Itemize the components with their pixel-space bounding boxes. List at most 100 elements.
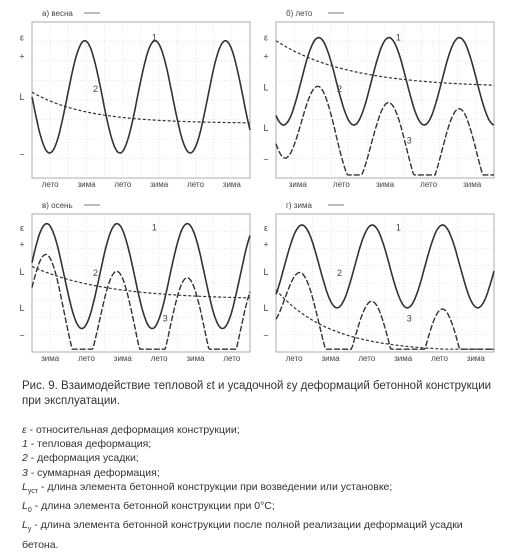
- panel: а) весна ε + L − лето зима лето зима лето зима 1 2: [19, 9, 251, 189]
- y-label: ε: [20, 33, 24, 43]
- x-label: зима: [114, 354, 133, 363]
- legend-text: - суммарная деформация;: [27, 466, 160, 479]
- panel: в) осень ε + L L − зима лето зима лето зима лето 1 2 3: [19, 201, 251, 363]
- y-label: +: [263, 51, 268, 61]
- legend-symbol: 2: [22, 452, 28, 465]
- x-label: зима: [376, 180, 395, 189]
- curve-shrinkage: [275, 40, 494, 86]
- y-label: L: [19, 303, 24, 313]
- x-label: лето: [78, 354, 95, 363]
- y-label: ε: [264, 33, 268, 43]
- legend-item: Lу - длина элемента бетонной конструкции…: [22, 518, 492, 552]
- curve-label: 2: [337, 84, 342, 94]
- curve-label: 1: [152, 223, 157, 233]
- panel-title: в) осень: [42, 201, 73, 210]
- legend-symbol: 3: [22, 466, 28, 479]
- legend-text: - длина элемента бетонной конструкции по…: [22, 519, 463, 551]
- y-label: +: [263, 239, 268, 249]
- legend-item: 2 - деформация усадки;: [22, 451, 492, 465]
- curve-thermal: [275, 36, 495, 126]
- legend: ε - относительная деформация конструкции…: [22, 423, 492, 552]
- legend-symbol: ε: [22, 424, 27, 436]
- y-label: −: [263, 154, 268, 164]
- x-label: лето: [151, 354, 168, 363]
- curve-thermal: [31, 39, 251, 154]
- legend-item: Lуст - длина элемента бетонной конструкц…: [22, 480, 492, 499]
- panel-title: а) весна: [42, 9, 73, 18]
- x-label: лето: [431, 354, 448, 363]
- y-label: L: [263, 123, 268, 133]
- x-label: зима: [41, 354, 60, 363]
- y-label: ε: [264, 223, 268, 233]
- y-label: L: [19, 92, 24, 102]
- x-label: зима: [223, 180, 242, 189]
- legend-symbol: L: [22, 500, 28, 513]
- legend-subscript: у: [27, 526, 32, 534]
- legend-item: 1 - тепловая деформация;: [22, 437, 492, 451]
- x-label: лето: [114, 180, 131, 189]
- x-label: зима: [186, 354, 205, 363]
- x-label: зима: [321, 354, 340, 363]
- x-label: лето: [42, 180, 59, 189]
- y-label: −: [19, 330, 24, 340]
- x-label: зима: [394, 354, 413, 363]
- legend-text: - тепловая деформация;: [27, 438, 152, 451]
- curve-shrinkage: [31, 91, 250, 124]
- y-label: ε: [20, 223, 24, 233]
- legend-item: ε - относительная деформация конструкции…: [22, 423, 492, 437]
- legend-symbol: L: [22, 480, 28, 493]
- curve-label: 1: [396, 33, 401, 43]
- y-label: L: [263, 303, 268, 313]
- y-label: L: [19, 267, 24, 277]
- x-label: лето: [223, 354, 240, 363]
- curve-label: 2: [93, 268, 98, 278]
- curve-thermal: [31, 222, 251, 330]
- curve-label: 1: [396, 223, 401, 233]
- legend-symbol: L: [22, 519, 28, 532]
- legend-symbol: 1: [22, 438, 28, 451]
- curve-total: [275, 271, 494, 350]
- x-label: лето: [333, 180, 350, 189]
- panel-title: г) зима: [286, 201, 312, 210]
- curve-label: 2: [93, 84, 98, 94]
- panel: б) лето ε + L L − зима лето зима лето зима 1 2 3: [263, 9, 495, 189]
- curve-total: [31, 253, 251, 350]
- x-label: зима: [463, 180, 482, 189]
- legend-text: - длина элемента бетонной конструкции пр…: [37, 480, 393, 493]
- x-label: зима: [77, 180, 96, 189]
- y-label: −: [263, 330, 268, 340]
- curve-total: [275, 85, 494, 176]
- legend-text: - относительная деформация конструкции;: [26, 424, 240, 436]
- curve-shrinkage: [31, 265, 250, 299]
- legend-item: L0 - длина элемента бетонной конструкции…: [22, 499, 492, 518]
- legend-text: - деформация усадки;: [27, 452, 139, 465]
- x-label: лето: [286, 354, 303, 363]
- y-label: +: [19, 239, 24, 249]
- curve-label: 1: [152, 33, 157, 43]
- legend-text: - длина элемента бетонной конструкции пр…: [31, 500, 275, 513]
- legend-item: 3 - суммарная деформация;: [22, 466, 492, 480]
- y-label: L: [263, 83, 268, 93]
- curve-thermal: [275, 224, 495, 309]
- legend-subscript: 0: [27, 507, 32, 515]
- x-label: лето: [420, 180, 437, 189]
- y-label: L: [263, 267, 268, 277]
- panel: г) зима ε + L L − лето зима лето зима лето зима 1 2 3: [263, 201, 495, 363]
- y-label: +: [19, 51, 24, 61]
- caption: Рис. 9. Взаимодействие тепловой εt и уса…: [22, 380, 492, 407]
- legend-subscript: уст: [27, 487, 38, 495]
- x-label: зима: [150, 180, 169, 189]
- x-label: лето: [358, 354, 375, 363]
- curve-label: 3: [407, 314, 412, 324]
- curve-label: 3: [407, 136, 412, 146]
- curve-shrinkage: [275, 289, 494, 350]
- x-label: зима: [289, 180, 308, 189]
- curve-label: 3: [163, 314, 168, 324]
- figure: а) весна ε + L − лето зима лето зима лето зима 1 2 б)…: [19, 9, 495, 551]
- x-label: зима: [467, 354, 486, 363]
- curve-label: 2: [337, 268, 342, 278]
- y-label: −: [19, 150, 24, 160]
- panel-title: б) лето: [286, 9, 313, 18]
- x-label: лето: [187, 180, 204, 189]
